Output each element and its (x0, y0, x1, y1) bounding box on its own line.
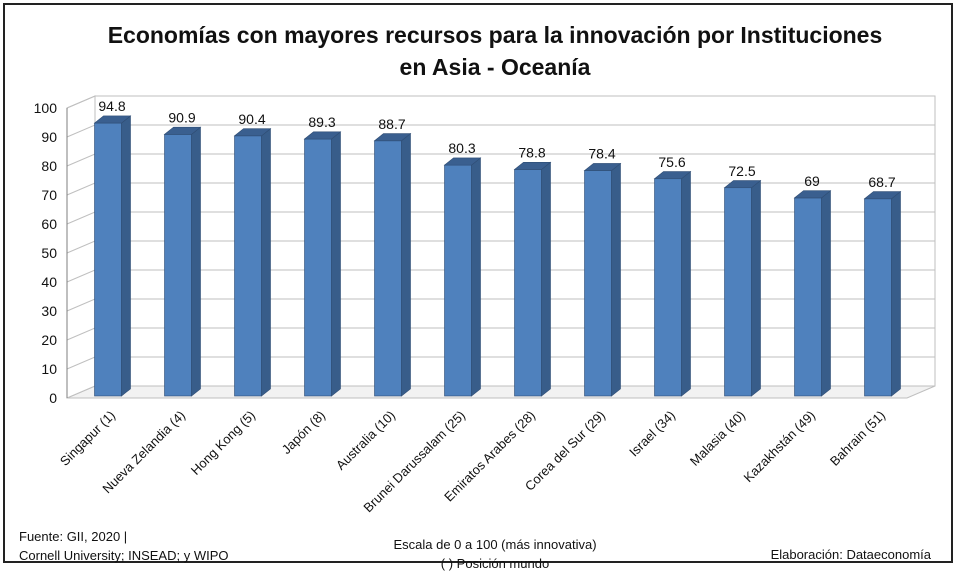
data-label: 94.8 (98, 98, 125, 114)
bar-side (191, 126, 201, 397)
gridline (66, 95, 935, 109)
bar (94, 122, 122, 397)
bar (304, 138, 332, 397)
x-tick-label: Japón (8) (279, 408, 328, 457)
data-label: 80.3 (448, 140, 475, 156)
bar (724, 187, 752, 397)
bar-side (821, 190, 831, 397)
data-label: 75.6 (658, 154, 685, 170)
data-label: 72.5 (728, 163, 755, 179)
bar (864, 198, 892, 397)
bar (584, 170, 612, 397)
bar-side (751, 179, 761, 397)
bar-chart: 0 10 20 30 40 50 60 70 80 90 100 94.8 Singapur (1) 90… (34, 95, 936, 515)
bar-side (891, 190, 901, 397)
bar-side (471, 157, 481, 397)
data-label: 68.7 (868, 174, 895, 190)
scale-line-1: Escala de 0 a 100 (más innovativa) (393, 537, 597, 552)
bar-top (303, 131, 342, 140)
y-tick-label: 20 (41, 332, 57, 348)
bar (164, 134, 192, 397)
scale-note: Escala de 0 a 100 (más innovativa) ( ) P… (345, 535, 645, 573)
bar-top (233, 128, 272, 137)
data-label: 78.8 (518, 144, 545, 160)
bar-side (121, 115, 131, 397)
data-label: 90.4 (238, 111, 265, 127)
chart-frame: Economías con mayores recursos para la i… (3, 3, 953, 571)
y-tick-label: 30 (41, 303, 57, 319)
bar (234, 135, 262, 397)
y-tick-label: 40 (41, 274, 57, 290)
bar-top (443, 157, 482, 166)
x-tick-label: Australia (10) (333, 408, 398, 473)
source-line-2: Cornell University; INSEAD; y WIPO (19, 548, 229, 563)
chart-title-line1: Economías con mayores recursos para la i… (107, 22, 883, 48)
y-tick-label: 80 (41, 158, 57, 174)
bar (374, 140, 402, 397)
credit-note: Elaboración: Dataeconomía (770, 547, 931, 562)
bar-side (331, 131, 341, 397)
x-tick-label: Israel (34) (626, 408, 678, 460)
y-tick-label: 10 (41, 361, 57, 377)
scale-line-2: ( ) Posición mundo (440, 556, 550, 571)
x-tick-label: Malasia (40) (687, 408, 748, 469)
y-tick-label: 100 (34, 100, 58, 116)
source-line-1: Fuente: GII, 2020 | (19, 529, 128, 544)
bar-side (261, 128, 271, 397)
bar-top (513, 161, 552, 170)
bar-top (583, 163, 622, 171)
y-tick-label: 60 (41, 216, 57, 232)
data-label: 89.3 (308, 114, 335, 130)
bar (794, 197, 822, 397)
bar-side (681, 170, 691, 397)
bar-top (863, 191, 902, 200)
bar-side (541, 161, 551, 397)
bar-top (723, 180, 762, 189)
y-tick-label: 50 (41, 245, 57, 261)
x-tick-label: Singapur (1) (57, 408, 118, 469)
x-tick-label: Bahrain (51) (827, 408, 888, 469)
bar (444, 164, 472, 397)
bar (654, 178, 682, 397)
bar-top (93, 115, 132, 124)
data-label: 88.7 (378, 116, 405, 132)
bar-top (163, 126, 202, 135)
source-note: Fuente: GII, 2020 | Cornell University; … (19, 527, 229, 565)
chart-title-line2: en Asia - Oceanía (399, 54, 591, 80)
y-tick-label: 0 (49, 390, 57, 406)
bar-side (401, 132, 411, 397)
data-label: 69 (804, 173, 820, 189)
x-tick-label: Kazakhstán (49) (741, 408, 819, 486)
data-label: 78.4 (588, 146, 615, 162)
chart-title: Economías con mayores recursos para la i… (65, 19, 925, 83)
data-label: 90.9 (168, 109, 195, 125)
bar (514, 169, 542, 397)
y-tick-label: 90 (41, 129, 57, 145)
bar-top (793, 190, 832, 199)
bar-top (373, 133, 412, 142)
y-tick-label: 70 (41, 187, 57, 203)
bar-side (611, 162, 621, 397)
bar-top (653, 171, 692, 180)
x-tick-label: Hong Kong (5) (188, 408, 258, 478)
